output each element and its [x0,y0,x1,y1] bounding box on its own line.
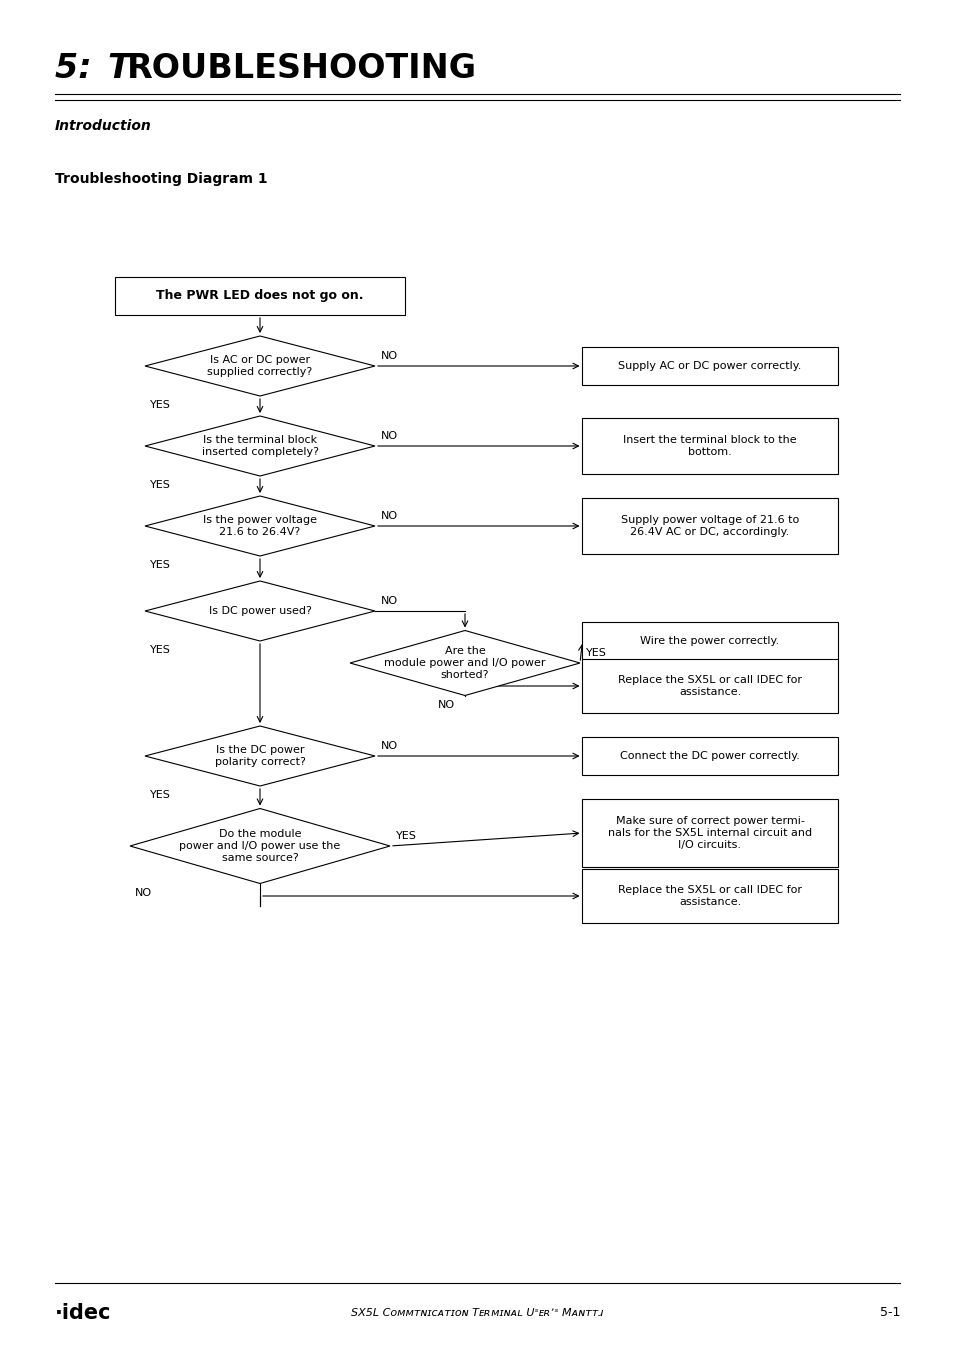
Text: YES: YES [150,400,171,409]
FancyBboxPatch shape [582,499,837,554]
Text: Make sure of correct power termi-
nals for the SX5L internal circuit and
I/O cir: Make sure of correct power termi- nals f… [607,816,811,850]
Text: Is the DC power
polarity correct?: Is the DC power polarity correct? [214,746,305,767]
Text: SX5L Cᴏᴍᴍᴛɴɪᴄᴀᴛɪᴏɴ Tᴇʀᴍɪɴᴀʟ Uˢᴇʀʼˢ Mᴀɴᴛᴛɹ: SX5L Cᴏᴍᴍᴛɴɪᴄᴀᴛɪᴏɴ Tᴇʀᴍɪɴᴀʟ Uˢᴇʀʼˢ Mᴀɴᴛᴛ… [351,1308,602,1319]
Text: Supply AC or DC power correctly.: Supply AC or DC power correctly. [618,361,801,372]
Text: Replace the SX5L or call IDEC for
assistance.: Replace the SX5L or call IDEC for assist… [618,676,801,697]
Polygon shape [130,808,390,884]
Text: Troubleshooting Diagram 1: Troubleshooting Diagram 1 [55,172,268,186]
Text: 5-1: 5-1 [879,1306,899,1320]
Text: Supply power voltage of 21.6 to
26.4V AC or DC, accordingly.: Supply power voltage of 21.6 to 26.4V AC… [620,515,799,536]
Text: Are the
module power and I/O power
shorted?: Are the module power and I/O power short… [384,646,545,680]
Text: YES: YES [150,790,171,800]
Text: The PWR LED does not go on.: The PWR LED does not go on. [156,289,363,303]
Text: Is the terminal block
inserted completely?: Is the terminal block inserted completel… [201,435,318,457]
FancyBboxPatch shape [582,347,837,385]
FancyBboxPatch shape [582,621,837,661]
Text: ROUBLESHOOTING: ROUBLESHOOTING [127,53,476,85]
Text: NO: NO [380,596,397,607]
Text: Insert the terminal block to the
bottom.: Insert the terminal block to the bottom. [622,435,796,457]
Text: YES: YES [150,644,171,655]
Polygon shape [145,336,375,396]
Text: NO: NO [380,351,397,361]
Polygon shape [145,725,375,786]
Text: NO: NO [380,431,397,440]
FancyBboxPatch shape [582,659,837,713]
Text: Is AC or DC power
supplied correctly?: Is AC or DC power supplied correctly? [207,355,313,377]
Polygon shape [350,631,579,696]
Text: NO: NO [437,700,455,709]
Text: YES: YES [585,648,606,658]
Text: 5:: 5: [55,53,103,85]
Text: Do the module
power and I/O power use the
same source?: Do the module power and I/O power use th… [179,830,340,862]
FancyBboxPatch shape [582,869,837,923]
Text: T: T [107,53,130,85]
Text: NO: NO [380,740,397,751]
Text: Connect the DC power correctly.: Connect the DC power correctly. [619,751,800,761]
Text: Replace the SX5L or call IDEC for
assistance.: Replace the SX5L or call IDEC for assist… [618,885,801,907]
FancyBboxPatch shape [582,417,837,474]
Text: YES: YES [395,831,416,842]
FancyBboxPatch shape [115,277,405,315]
Polygon shape [145,496,375,557]
Text: Wire the power correctly.: Wire the power correctly. [639,636,779,646]
Text: Introduction: Introduction [55,119,152,132]
Text: YES: YES [150,480,171,490]
Polygon shape [145,581,375,640]
Text: NO: NO [135,888,152,897]
Text: Is the power voltage
21.6 to 26.4V?: Is the power voltage 21.6 to 26.4V? [203,515,316,536]
Text: ·idec: ·idec [55,1302,112,1323]
FancyBboxPatch shape [582,798,837,867]
Polygon shape [145,416,375,476]
Text: YES: YES [150,561,171,570]
Text: Is DC power used?: Is DC power used? [209,607,311,616]
FancyBboxPatch shape [582,738,837,775]
Text: NO: NO [380,511,397,521]
